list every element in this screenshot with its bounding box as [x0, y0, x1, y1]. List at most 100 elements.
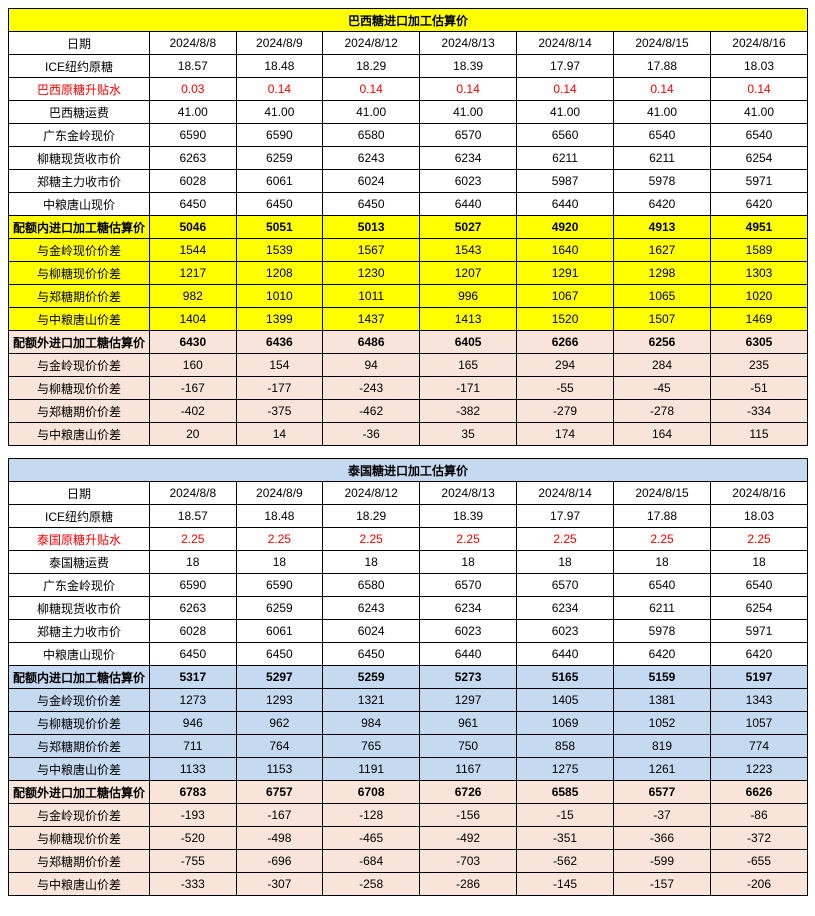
row-cell: 6263: [150, 597, 237, 620]
date-col: 2024/8/14: [517, 32, 614, 55]
table-row: 巴西原糖升贴水0.030.140.140.140.140.140.14: [9, 78, 808, 101]
row-cell: 6061: [236, 620, 323, 643]
row-cell: 1207: [420, 262, 517, 285]
row-cell: 6450: [236, 193, 323, 216]
row-cell: 154: [236, 354, 323, 377]
row-cell: 5971: [710, 620, 807, 643]
row-cell: 774: [710, 735, 807, 758]
row-label: 与柳糖现价价差: [9, 262, 150, 285]
row-cell: 6540: [710, 574, 807, 597]
row-cell: 1543: [420, 239, 517, 262]
row-cell: 174: [517, 423, 614, 446]
row-cell: 2.25: [420, 528, 517, 551]
row-cell: -86: [710, 804, 807, 827]
row-cell: 2.25: [236, 528, 323, 551]
row-cell: 5046: [150, 216, 237, 239]
date-col: 2024/8/14: [517, 482, 614, 505]
row-cell: 6243: [323, 147, 420, 170]
row-cell: 94: [323, 354, 420, 377]
row-cell: -562: [517, 850, 614, 873]
date-label: 日期: [9, 32, 150, 55]
row-label: 巴西糖运费: [9, 101, 150, 124]
row-label: 与中粮唐山价差: [9, 873, 150, 896]
date-col: 2024/8/12: [323, 32, 420, 55]
row-cell: 6570: [420, 124, 517, 147]
row-label: 与郑糖期价价差: [9, 850, 150, 873]
row-label: 与郑糖期价价差: [9, 735, 150, 758]
row-label: ICE纽约原糖: [9, 505, 150, 528]
row-cell: 18: [710, 551, 807, 574]
row-cell: -157: [614, 873, 711, 896]
row-cell: 18: [517, 551, 614, 574]
row-cell: -51: [710, 377, 807, 400]
row-label: 郑糖主力收市价: [9, 170, 150, 193]
row-cell: 1343: [710, 689, 807, 712]
row-cell: 1011: [323, 285, 420, 308]
row-cell: -193: [150, 804, 237, 827]
row-cell: 6708: [323, 781, 420, 804]
row-cell: 1133: [150, 758, 237, 781]
row-cell: 5297: [236, 666, 323, 689]
row-cell: 165: [420, 354, 517, 377]
date-col: 2024/8/9: [236, 482, 323, 505]
row-cell: -286: [420, 873, 517, 896]
row-cell: 6450: [236, 643, 323, 666]
row-cell: 4913: [614, 216, 711, 239]
row-label: 与郑糖期价价差: [9, 285, 150, 308]
table-row: 与金岭现价价差-193-167-128-156-15-37-86: [9, 804, 808, 827]
row-label: 郑糖主力收市价: [9, 620, 150, 643]
row-cell: 5027: [420, 216, 517, 239]
row-cell: 6570: [420, 574, 517, 597]
row-cell: 41.00: [614, 101, 711, 124]
row-cell: 0.14: [614, 78, 711, 101]
row-cell: 6023: [517, 620, 614, 643]
row-cell: -36: [323, 423, 420, 446]
row-cell: 6211: [614, 597, 711, 620]
row-cell: 5013: [323, 216, 420, 239]
row-cell: 2.25: [517, 528, 614, 551]
table-row: 与郑糖期价价差98210101011996106710651020: [9, 285, 808, 308]
row-cell: 1057: [710, 712, 807, 735]
table-row: 与柳糖现价价差946962984961106910521057: [9, 712, 808, 735]
table-row: 配额内进口加工糖估算价5317529752595273516551595197: [9, 666, 808, 689]
row-cell: 5317: [150, 666, 237, 689]
row-cell: 0.14: [420, 78, 517, 101]
row-cell: 1010: [236, 285, 323, 308]
row-cell: -145: [517, 873, 614, 896]
row-cell: 6450: [150, 193, 237, 216]
row-cell: 18.39: [420, 505, 517, 528]
row-cell: -258: [323, 873, 420, 896]
row-cell: 6211: [517, 147, 614, 170]
row-cell: 18: [150, 551, 237, 574]
row-cell: -279: [517, 400, 614, 423]
row-cell: 164: [614, 423, 711, 446]
row-cell: 18.48: [236, 505, 323, 528]
row-cell: 5197: [710, 666, 807, 689]
brazil-title: 巴西糖进口加工估算价: [9, 9, 808, 32]
row-cell: 6420: [614, 193, 711, 216]
table-row: ICE纽约原糖18.5718.4818.2918.3917.9717.8818.…: [9, 505, 808, 528]
row-cell: 18.29: [323, 55, 420, 78]
row-cell: 6254: [710, 597, 807, 620]
row-cell: -307: [236, 873, 323, 896]
row-cell: 41.00: [150, 101, 237, 124]
brazil-table: 巴西糖进口加工估算价 日期 2024/8/8 2024/8/9 2024/8/1…: [8, 8, 808, 446]
row-cell: 41.00: [710, 101, 807, 124]
date-col: 2024/8/16: [710, 32, 807, 55]
row-cell: 1291: [517, 262, 614, 285]
row-cell: 6024: [323, 620, 420, 643]
row-cell: 6023: [420, 620, 517, 643]
row-cell: 6540: [710, 124, 807, 147]
row-cell: -333: [150, 873, 237, 896]
row-cell: 17.88: [614, 505, 711, 528]
row-cell: 41.00: [323, 101, 420, 124]
table-row: 中粮唐山现价6450645064506440644064206420: [9, 643, 808, 666]
brazil-header-row: 日期 2024/8/8 2024/8/9 2024/8/12 2024/8/13…: [9, 32, 808, 55]
row-cell: 6590: [236, 124, 323, 147]
row-cell: 1413: [420, 308, 517, 331]
date-col: 2024/8/16: [710, 482, 807, 505]
row-cell: 946: [150, 712, 237, 735]
row-cell: 1069: [517, 712, 614, 735]
row-cell: 765: [323, 735, 420, 758]
row-label: 中粮唐山现价: [9, 193, 150, 216]
